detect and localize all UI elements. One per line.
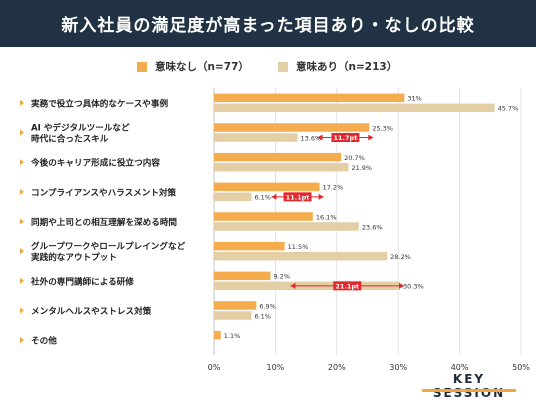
bar-series-a <box>214 212 313 221</box>
diff-badge-label: 11.7pt <box>334 134 358 142</box>
diff-badge <box>283 192 312 202</box>
bar-series-a <box>214 182 320 192</box>
diff-arrow-head-left <box>317 134 323 141</box>
data-label-series-a: 31% <box>407 95 421 103</box>
legend-label-series-b: 意味あり（n=213） <box>296 61 398 73</box>
category-label: 同期や上司との相互理解を深める時間 <box>31 216 177 228</box>
data-label-series-a: 6.9% <box>259 302 276 310</box>
category-label: コンプライアンスやハラスメント対策 <box>31 186 177 198</box>
legend-swatch-series-a <box>137 61 147 72</box>
diff-badge <box>333 281 362 291</box>
bar-series-a <box>214 152 342 162</box>
bar-series-a <box>214 271 271 281</box>
data-label-series-b: 45.7% <box>498 105 519 113</box>
category-label: 時代に合ったスキル <box>31 133 109 145</box>
diff-arrow-head-left <box>290 282 296 289</box>
data-label-series-a: 11.5% <box>288 243 309 251</box>
category-label: 今後のキャリア形成に役立つ内容 <box>30 157 160 169</box>
bullet-icon <box>20 99 24 106</box>
bar-series-b <box>214 251 388 261</box>
legend: 意味なし（n=77） 意味あり（n=213） <box>0 59 536 75</box>
x-tick-label: 40% <box>451 363 469 372</box>
x-tick-label: 20% <box>328 363 346 372</box>
data-label-series-b: 21.9% <box>351 164 372 172</box>
data-label-series-b: 28.2% <box>390 253 411 261</box>
legend-swatch-series-b <box>278 61 288 72</box>
bar-series-a <box>214 330 221 340</box>
category-label: AI やデジタルツールなど <box>31 122 130 134</box>
data-label-series-b: 13.6% <box>301 134 322 142</box>
page-title-text: 新入社員の満足度が高まった項目あり・なしの比較 <box>61 16 475 36</box>
bullet-icon <box>20 277 24 284</box>
category-label: 実践的なアウトプット <box>31 251 117 263</box>
data-label-series-a: 1.1% <box>224 332 241 340</box>
bullet-icon <box>20 129 24 136</box>
bullet-icon <box>20 188 24 195</box>
data-label-series-a: 25.3% <box>372 124 393 132</box>
legend-label-series-a: 意味なし（n=77） <box>155 61 249 73</box>
x-tick-label: 30% <box>389 363 407 372</box>
x-tick-label: 50% <box>512 363 530 372</box>
data-label-series-a: 16.1% <box>316 213 337 221</box>
bullet-icon <box>20 248 24 255</box>
legend-item-series-b: 意味あり（n=213） <box>278 59 397 74</box>
bar-series-b <box>214 222 359 231</box>
bar-series-b <box>214 162 349 172</box>
bullet-icon <box>20 159 24 166</box>
bar-series-b <box>214 133 298 142</box>
bullet-icon <box>20 307 24 314</box>
bar-series-a <box>214 241 285 251</box>
brand-underline <box>422 389 516 392</box>
brand-logo: KEY SESSION <box>416 372 522 400</box>
data-label-series-a: 9.2% <box>273 273 290 281</box>
brand-name: KEY SESSION <box>432 372 506 400</box>
diff-badge-label: 21.1pt <box>335 282 359 290</box>
diff-badge <box>331 133 360 142</box>
diff-arrow-head-left <box>271 193 277 200</box>
bar-series-a <box>214 123 370 132</box>
data-label-series-a: 17.2% <box>323 184 344 192</box>
diff-arrow-head-right <box>318 193 324 200</box>
page-title: 新入社員の満足度が高まった項目あり・なしの比較 <box>0 0 536 47</box>
bullet-icon <box>20 218 24 225</box>
diff-arrow-head-right <box>399 282 405 289</box>
legend-item-series-a: 意味なし（n=77） <box>137 59 249 74</box>
bar-series-a <box>214 93 405 103</box>
data-label-series-b: 6.1% <box>254 194 271 202</box>
x-tick-label: 10% <box>267 363 285 372</box>
bar-series-b <box>214 311 252 320</box>
category-label: メンタルヘルスやストレス対策 <box>31 305 152 317</box>
data-label-series-b: 23.6% <box>362 223 383 231</box>
category-label: グループワークやロールプレイングなど <box>31 240 186 252</box>
diff-badge-label: 11.1pt <box>286 193 310 201</box>
bar-series-a <box>214 301 257 310</box>
data-label-series-b: 6.1% <box>254 312 271 320</box>
data-label-series-a: 20.7% <box>344 154 365 162</box>
bullet-icon <box>20 337 24 344</box>
diff-arrow-head-right <box>368 134 374 141</box>
bar-series-b <box>214 103 495 113</box>
category-label: その他 <box>31 335 57 347</box>
x-tick-label: 0% <box>208 363 221 372</box>
bar-series-b <box>214 192 252 202</box>
data-label-series-b: 30.3% <box>403 283 424 291</box>
category-label: 実務で役立つ具体的なケースや事例 <box>31 97 168 109</box>
category-label: 社外の専門講師による研修 <box>30 275 134 287</box>
